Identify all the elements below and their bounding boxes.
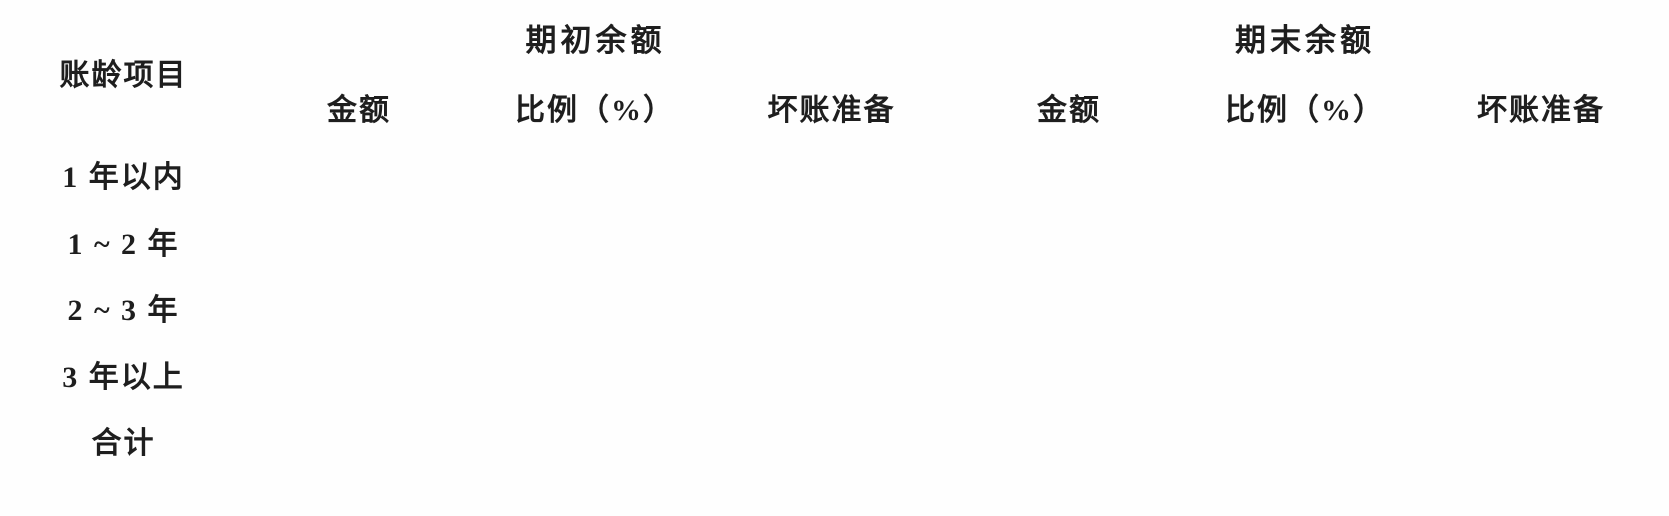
header-ratio-begin: 比例（%）: [515, 93, 675, 127]
empty-cell: [1188, 274, 1422, 340]
empty-cell: [1422, 207, 1660, 274]
empty-cell: [950, 141, 1188, 207]
empty-cell: [1422, 274, 1660, 340]
empty-cell: [1188, 340, 1422, 407]
empty-cell: [477, 274, 713, 340]
empty-cell: [713, 274, 950, 340]
header-beginning-balance: 期初余额: [525, 23, 666, 58]
empty-cell: [1188, 141, 1422, 207]
row-label-total: 合计: [91, 427, 156, 460]
row-label-over-3-years: 3 年以上: [62, 360, 185, 394]
aging-analysis-table: 账龄项目 期初余额 期末余额 金额 比例（%） 坏账准备 金额 比例（%） 坏账…: [6, 3, 1660, 473]
table-row: 3 年以上: [6, 340, 1660, 407]
header-bad-debt-begin: 坏账准备: [767, 93, 896, 127]
empty-cell: [950, 407, 1188, 473]
empty-cell: [241, 141, 477, 207]
empty-cell: [1188, 407, 1422, 473]
table-header-row-groups: 账龄项目 期初余额 期末余额: [6, 3, 1660, 92]
row-label-2-to-3-years: 2 ~ 3 年: [67, 294, 180, 327]
empty-cell: [477, 207, 713, 274]
empty-cell: [1188, 207, 1422, 274]
empty-cell: [713, 407, 950, 473]
empty-cell: [477, 141, 713, 207]
empty-cell: [241, 207, 477, 274]
empty-cell: [477, 407, 713, 473]
table-header-row-subcolumns: 金额 比例（%） 坏账准备 金额 比例（%） 坏账准备: [6, 72, 1660, 141]
empty-cell: [713, 141, 950, 207]
header-aging-item: 账龄项目: [59, 59, 188, 92]
empty-cell: [241, 407, 477, 473]
empty-cell: [241, 340, 477, 407]
empty-cell: [1422, 340, 1660, 407]
row-label-within-1-year: 1 年以内: [62, 161, 185, 194]
table-row: 2 ~ 3 年: [6, 274, 1660, 340]
table-row-total: 合计: [6, 407, 1660, 473]
empty-cell: [477, 340, 713, 407]
header-amount-end: 金额: [1037, 93, 1102, 127]
empty-cell: [950, 274, 1188, 340]
empty-cell: [713, 207, 950, 274]
empty-cell: [950, 340, 1188, 407]
header-ending-balance: 期末余额: [1235, 23, 1376, 58]
row-label-1-to-2-years: 1 ~ 2 年: [67, 227, 180, 261]
table-row: 1 年以内: [6, 141, 1660, 207]
empty-cell: [713, 340, 950, 407]
header-amount-begin: 金额: [327, 93, 391, 127]
table-row: 1 ~ 2 年: [6, 207, 1660, 274]
empty-cell: [1422, 141, 1660, 207]
empty-cell: [1422, 407, 1660, 473]
header-bad-debt-end: 坏账准备: [1477, 93, 1606, 127]
header-ratio-end: 比例（%）: [1225, 93, 1386, 127]
empty-cell: [950, 207, 1188, 274]
empty-cell: [241, 274, 477, 340]
